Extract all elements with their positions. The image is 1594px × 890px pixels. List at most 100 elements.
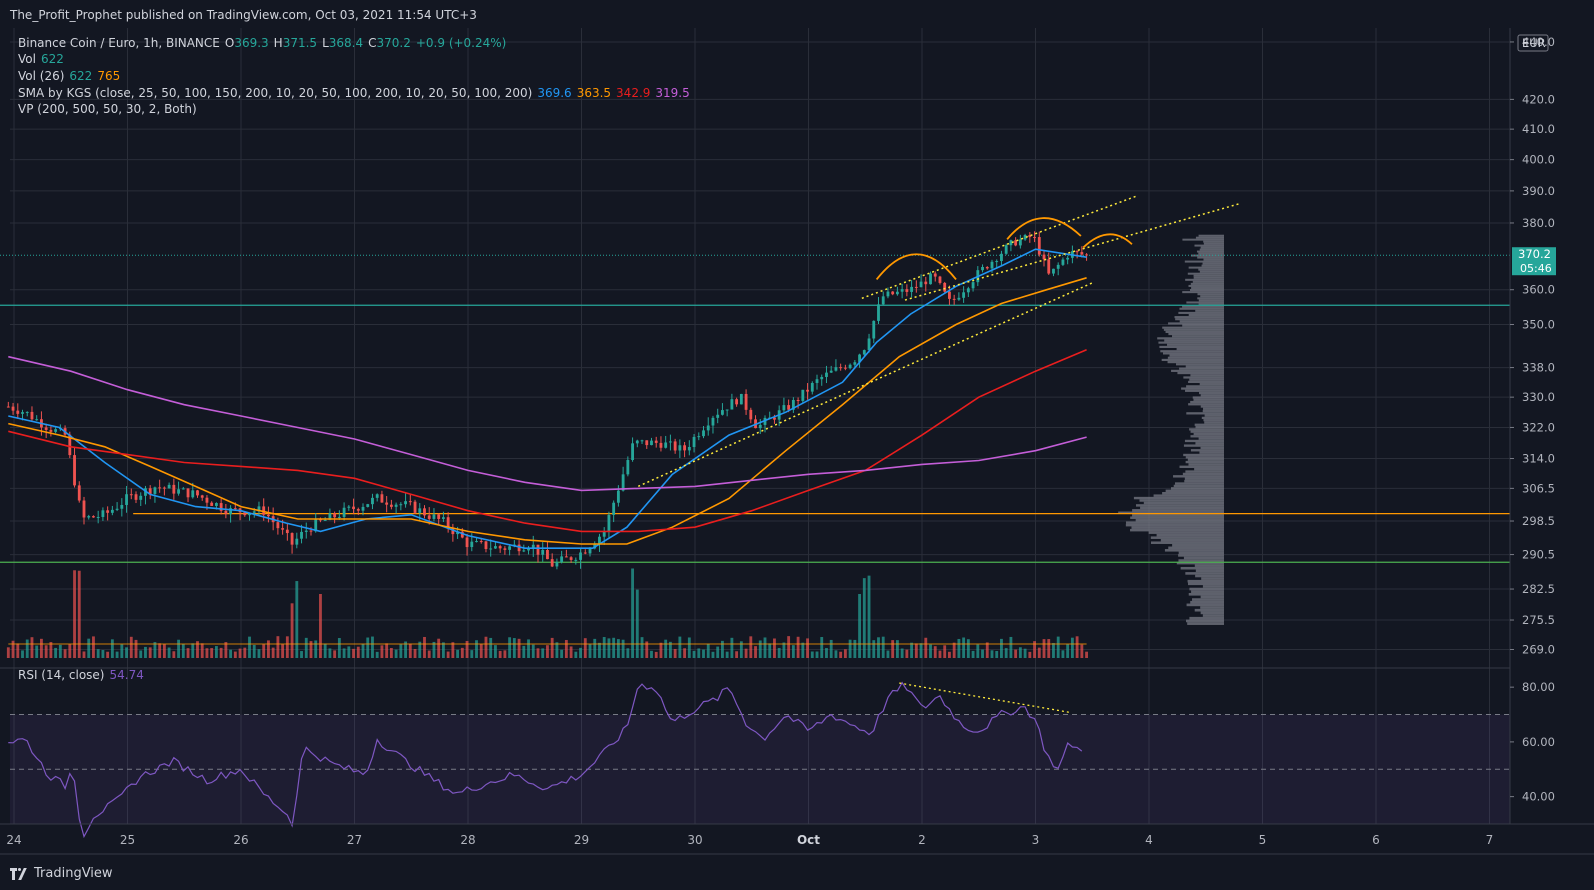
vol-legend[interactable]: Vol 622	[18, 52, 69, 66]
volume-bar-59	[285, 636, 289, 658]
footer-brand[interactable]: TradingView	[10, 866, 113, 881]
candle-body-142	[678, 445, 682, 451]
candle-body-59	[285, 529, 289, 534]
sma-legend[interactable]: SMA by KGS (close, 25, 50, 100, 150, 200…	[18, 86, 695, 100]
candle-body-138	[659, 442, 663, 448]
candle-body-61	[295, 538, 299, 545]
vp-label: VP (200, 500, 50, 30, 2, Both)	[18, 102, 197, 116]
candle-body-177	[843, 367, 847, 369]
candle-body-17	[87, 516, 91, 518]
price-tick-350.0: 350.0	[1522, 318, 1555, 332]
volume-bar-77	[371, 636, 374, 658]
vol26-label: Vol (26)	[18, 69, 65, 83]
volume-bar-99	[475, 640, 478, 658]
volume-bar-187	[891, 640, 895, 658]
vp-row	[1202, 409, 1224, 413]
candle-body-116	[555, 562, 559, 567]
volume-bar-207	[985, 642, 989, 658]
vp-row	[1158, 341, 1224, 344]
vp-row	[1201, 577, 1224, 580]
volume-bar-65	[314, 640, 318, 658]
candle-body-19	[96, 516, 100, 518]
candle-body-102	[489, 548, 493, 550]
vp-row	[1188, 582, 1224, 586]
candle-body-186	[886, 291, 890, 297]
candle-body-209	[995, 261, 999, 263]
candle-body-178	[848, 364, 852, 369]
candle-body-85	[408, 501, 412, 503]
vp-row	[1164, 549, 1224, 552]
vp-row	[1162, 326, 1224, 329]
candle-body-45	[219, 503, 223, 511]
vp-row	[1199, 391, 1224, 395]
candle-body-40	[196, 490, 199, 496]
candle-body-151	[721, 410, 724, 415]
volume-bar-113	[541, 648, 545, 658]
volume-bar-228	[1085, 651, 1088, 658]
candle-body-132	[631, 443, 634, 461]
volume-bar-64	[309, 641, 313, 658]
vp-row	[1178, 554, 1224, 557]
candle-body-172	[820, 376, 824, 380]
volume-bar-195	[929, 644, 932, 658]
candle-body-144	[687, 447, 691, 451]
vp-row	[1202, 262, 1224, 265]
vp-row	[1130, 516, 1224, 519]
volume-bar-41	[200, 643, 204, 658]
trendline-0	[861, 194, 1138, 300]
candle-body-5	[30, 411, 34, 420]
volume-bar-177	[843, 649, 847, 658]
volume-bar-189	[900, 648, 904, 658]
symbol-legend[interactable]: Binance Coin / Euro, 1h, BINANCE O369.3 H3…	[18, 36, 511, 50]
vp-legend[interactable]: VP (200, 500, 50, 30, 2, Both)	[18, 102, 202, 116]
volume-bar-5	[30, 637, 34, 658]
volume-bar-81	[389, 648, 393, 658]
price-tick-275.5: 275.5	[1522, 613, 1555, 627]
price-tick-420.0: 420.0	[1522, 92, 1555, 106]
vp-row	[1150, 541, 1224, 544]
vp-row	[1188, 380, 1224, 384]
candle-body-41	[200, 495, 204, 498]
vp-row	[1125, 523, 1224, 527]
rsi-legend[interactable]: RSI (14, close) 54.74	[18, 668, 149, 682]
candle-body-74	[356, 509, 360, 511]
volume-bar-20	[101, 650, 105, 658]
vp-row	[1196, 250, 1224, 253]
candle-body-164	[782, 405, 786, 411]
candle-body-125	[598, 536, 601, 545]
volume-bar-168	[801, 642, 805, 658]
vol26-legend[interactable]: Vol (26) 622 765	[18, 69, 125, 83]
volume-bar-225	[1070, 637, 1074, 658]
volume-bar-164	[782, 642, 786, 658]
volume-bar-220	[1047, 639, 1051, 658]
candle-body-16	[82, 500, 86, 518]
candle-body-50	[243, 512, 247, 516]
vp-row	[1202, 614, 1224, 617]
candle-body-89	[427, 515, 431, 519]
volume-bar-75	[361, 643, 365, 658]
candle-body-197	[938, 276, 942, 283]
ohlc-high: 371.5	[282, 36, 318, 50]
candle-body-202	[962, 292, 966, 298]
vp-row	[1179, 367, 1224, 370]
ohlc-close-label: C	[368, 36, 377, 50]
vp-row	[1197, 297, 1224, 300]
last-price-value: 370.2	[1518, 247, 1551, 261]
vp-row	[1185, 365, 1224, 368]
volume-bar-167	[796, 636, 800, 658]
candle-body-187	[891, 291, 895, 295]
candle-body-166	[791, 400, 795, 410]
vp-row	[1173, 475, 1224, 478]
volume-bar-55	[267, 640, 270, 658]
vp-row	[1179, 465, 1224, 468]
vp-row	[1184, 479, 1224, 483]
time-label-7: 7	[1486, 833, 1494, 847]
candle-body-140	[668, 441, 672, 443]
rsi-line	[8, 681, 1083, 839]
vp-row	[1190, 430, 1224, 433]
candle-body-157	[749, 409, 753, 420]
time-label-Oct: Oct	[797, 833, 820, 847]
volume-bar-165	[787, 636, 791, 658]
